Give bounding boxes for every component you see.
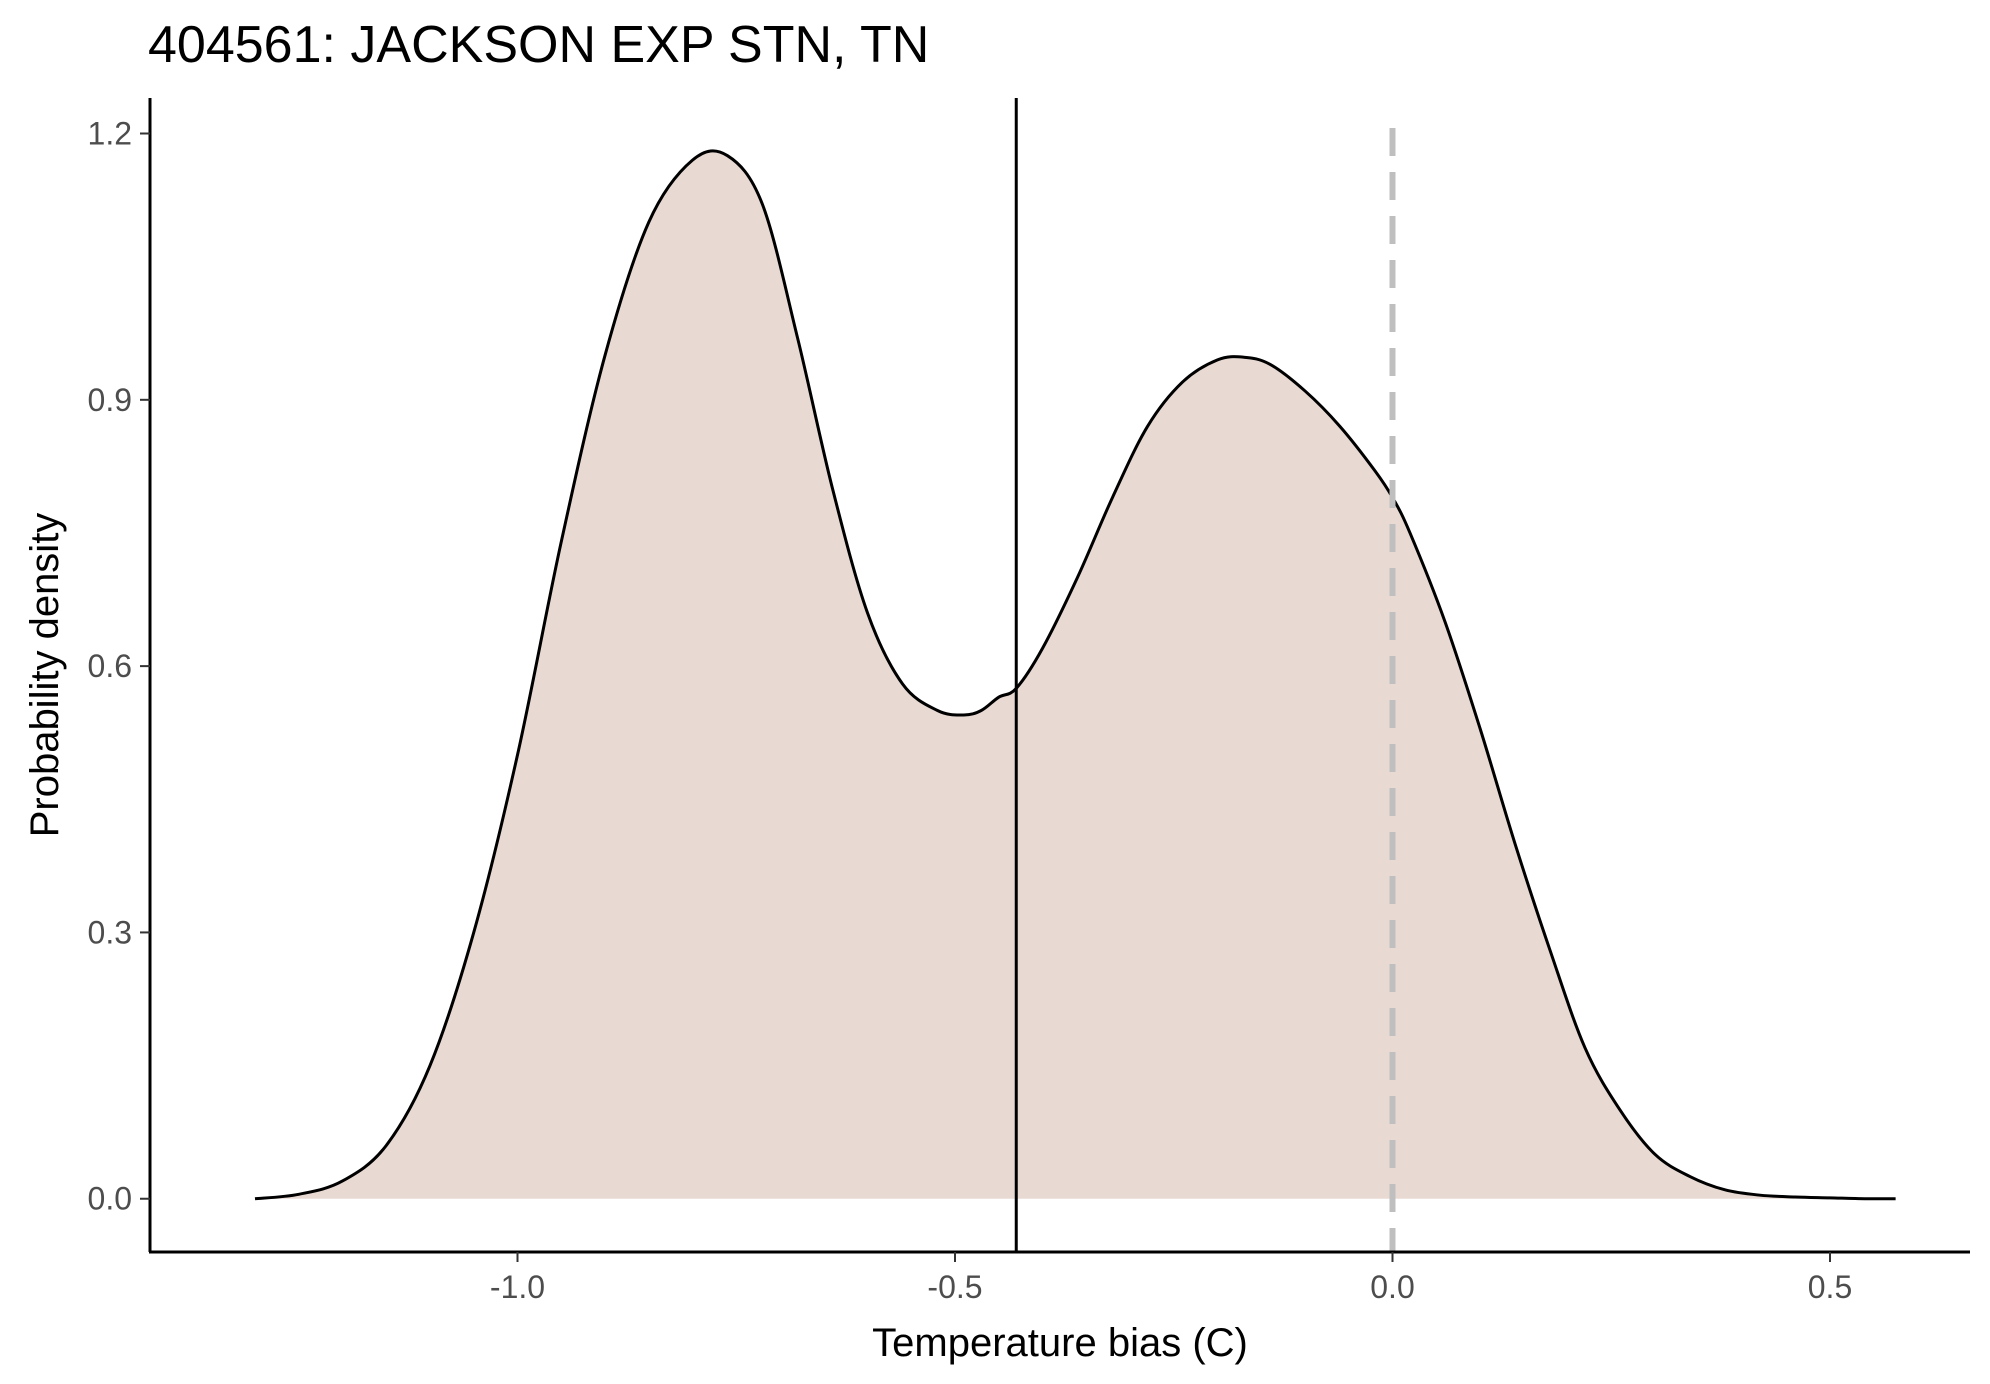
x-axis-ticks: -1.0 -0.5 0.0 0.5 — [490, 1252, 1852, 1305]
y-tick-label: 0.0 — [88, 1181, 132, 1217]
chart-marks — [254, 98, 1896, 1252]
y-axis-title: Probability density — [23, 513, 67, 838]
density-area-0 — [255, 150, 1896, 1199]
x-tick-label: 0.0 — [1370, 1269, 1414, 1305]
y-tick-label: 0.6 — [88, 648, 132, 684]
density-curve-0 — [254, 149, 1896, 1201]
x-tick-label: -0.5 — [927, 1269, 982, 1305]
x-tick-label: 0.5 — [1808, 1269, 1852, 1305]
y-axis-ticks: 0.0 0.3 0.6 0.9 1.2 — [88, 116, 150, 1217]
x-tick-label: -1.0 — [490, 1269, 545, 1305]
x-axis-title: Temperature bias (C) — [872, 1321, 1248, 1365]
y-tick-label: 0.3 — [88, 914, 132, 950]
y-tick-label: 0.9 — [88, 382, 132, 418]
chart-title: 404561: JACKSON EXP STN, TN — [148, 16, 929, 74]
y-tick-label: 1.2 — [88, 116, 132, 152]
plot-area — [255, 150, 1896, 1199]
